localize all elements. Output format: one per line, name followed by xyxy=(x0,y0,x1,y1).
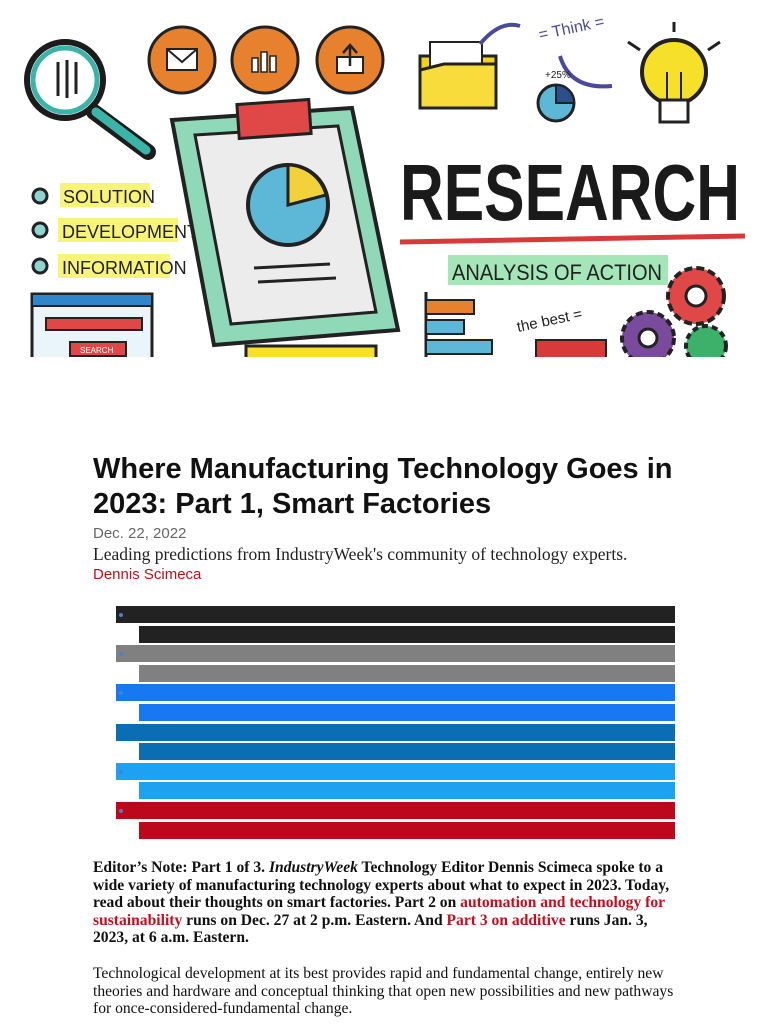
research-illustration: SOLUTION DEVELOPMENT INFORMATION = Think… xyxy=(24,13,746,357)
research-headline: RESEARCH xyxy=(400,148,740,237)
share-dot-icon xyxy=(119,808,123,813)
note-intro: Editor’s Note: Part 1 of 3. xyxy=(93,859,269,876)
article-date: Dec. 22, 2022 xyxy=(93,525,187,542)
think-label: = Think = xyxy=(537,13,606,43)
share-buttons xyxy=(116,606,675,841)
share-bar-0[interactable] xyxy=(116,606,675,623)
share-dot-icon xyxy=(119,613,123,617)
share-dot-icon xyxy=(119,691,123,696)
share-bar-6[interactable] xyxy=(116,723,675,741)
share-bar-10[interactable] xyxy=(116,801,675,819)
share-bar-11[interactable] xyxy=(139,821,675,839)
share-bar-7[interactable] xyxy=(139,743,675,761)
note-text-2: runs on Dec. 27 at 2 p.m. Eastern. And xyxy=(182,911,447,929)
analysis-subtitle: ANALYSIS OF ACTION xyxy=(452,260,662,285)
note-text-3: runs Jan. 3, 2023, at 6 a.m. Eastern. xyxy=(93,911,648,947)
mail-icon xyxy=(147,25,217,95)
article-body: Editor’s Note: Part 1 of 3. IndustryWeek… xyxy=(93,859,683,1018)
article-deck: Leading predictions from IndustryWeek's … xyxy=(93,544,628,564)
magnifier-icon xyxy=(24,39,156,160)
note-text-1: Technology Editor Dennis Scimeca spoke t… xyxy=(93,859,670,912)
lightbulb-icon xyxy=(627,22,721,124)
share-bar-8[interactable] xyxy=(116,762,675,780)
additive-link[interactable]: Part 3 on additive xyxy=(446,911,566,929)
share-bar-4[interactable] xyxy=(116,684,675,702)
publication-name: IndustryWeek xyxy=(268,859,358,876)
share-bar-9[interactable] xyxy=(139,782,675,800)
hero-image: SOLUTION DEVELOPMENT INFORMATION = Think… xyxy=(0,0,768,357)
body-paragraph: Technological development at its best pr… xyxy=(93,964,674,1018)
share-bar-1[interactable] xyxy=(139,625,675,643)
share-dot-icon xyxy=(119,769,123,774)
list-item-development: DEVELOPMENT xyxy=(62,222,198,242)
search-label: SEARCH xyxy=(80,346,114,355)
percent-label: +25% xyxy=(545,70,571,81)
list-item-information: INFORMATION xyxy=(62,258,187,278)
browser-window-icon: SEARCH xyxy=(30,292,154,357)
share-bar-3[interactable] xyxy=(139,664,675,682)
gear-icon xyxy=(620,266,728,357)
sustainability-link[interactable]: automation and technology for sustainabi… xyxy=(93,894,665,929)
editor-note: Editor’s Note: Part 1 of 3. IndustryWeek… xyxy=(93,859,683,947)
horizontal-bar-icon xyxy=(424,292,493,357)
article-title: Where Manufacturing Technology Goes in 2… xyxy=(93,453,673,520)
bullet-list: SOLUTION DEVELOPMENT INFORMATION xyxy=(31,183,198,278)
clipboard-icon xyxy=(169,97,401,348)
share-bar-2[interactable] xyxy=(116,645,675,663)
pie-chart-icon xyxy=(536,83,576,123)
upload-icon xyxy=(315,25,385,95)
best-label: the best = xyxy=(515,305,584,335)
author-link[interactable]: Dennis Scimeca xyxy=(93,566,202,583)
article-header: Where Manufacturing Technology Goes in 2… xyxy=(93,452,683,584)
share-bar-5[interactable] xyxy=(139,703,675,721)
list-item-solution: SOLUTION xyxy=(63,187,155,207)
share-dot-icon xyxy=(119,652,123,657)
bar-chart-icon xyxy=(230,25,300,95)
folder-icon xyxy=(418,41,498,110)
